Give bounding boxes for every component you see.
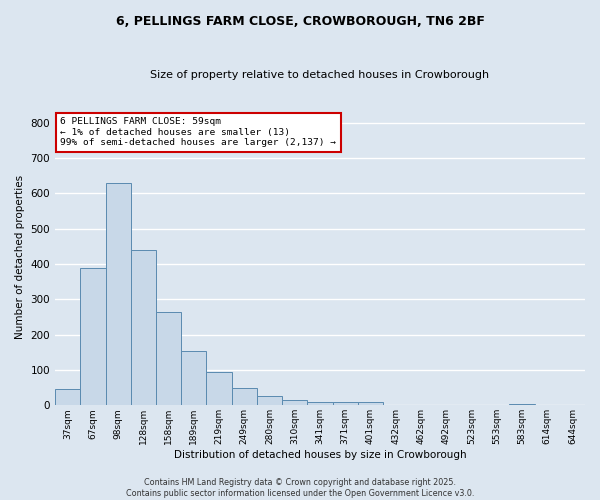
Bar: [307, 402, 332, 406]
Bar: [232, 388, 257, 406]
Text: 6, PELLINGS FARM CLOSE, CROWBOROUGH, TN6 2BF: 6, PELLINGS FARM CLOSE, CROWBOROUGH, TN6…: [116, 15, 484, 28]
X-axis label: Distribution of detached houses by size in Crowborough: Distribution of detached houses by size …: [174, 450, 466, 460]
Bar: [106, 182, 131, 406]
Bar: [257, 396, 282, 406]
Bar: [206, 372, 232, 406]
Bar: [358, 402, 383, 406]
Bar: [156, 312, 181, 406]
Bar: [332, 402, 358, 406]
Title: Size of property relative to detached houses in Crowborough: Size of property relative to detached ho…: [151, 70, 490, 80]
Text: Contains HM Land Registry data © Crown copyright and database right 2025.
Contai: Contains HM Land Registry data © Crown c…: [126, 478, 474, 498]
Text: 6 PELLINGS FARM CLOSE: 59sqm
← 1% of detached houses are smaller (13)
99% of sem: 6 PELLINGS FARM CLOSE: 59sqm ← 1% of det…: [61, 118, 337, 148]
Bar: [181, 350, 206, 406]
Bar: [80, 268, 106, 406]
Bar: [55, 390, 80, 406]
Y-axis label: Number of detached properties: Number of detached properties: [15, 175, 25, 339]
Bar: [509, 404, 535, 406]
Bar: [131, 250, 156, 406]
Bar: [282, 400, 307, 406]
